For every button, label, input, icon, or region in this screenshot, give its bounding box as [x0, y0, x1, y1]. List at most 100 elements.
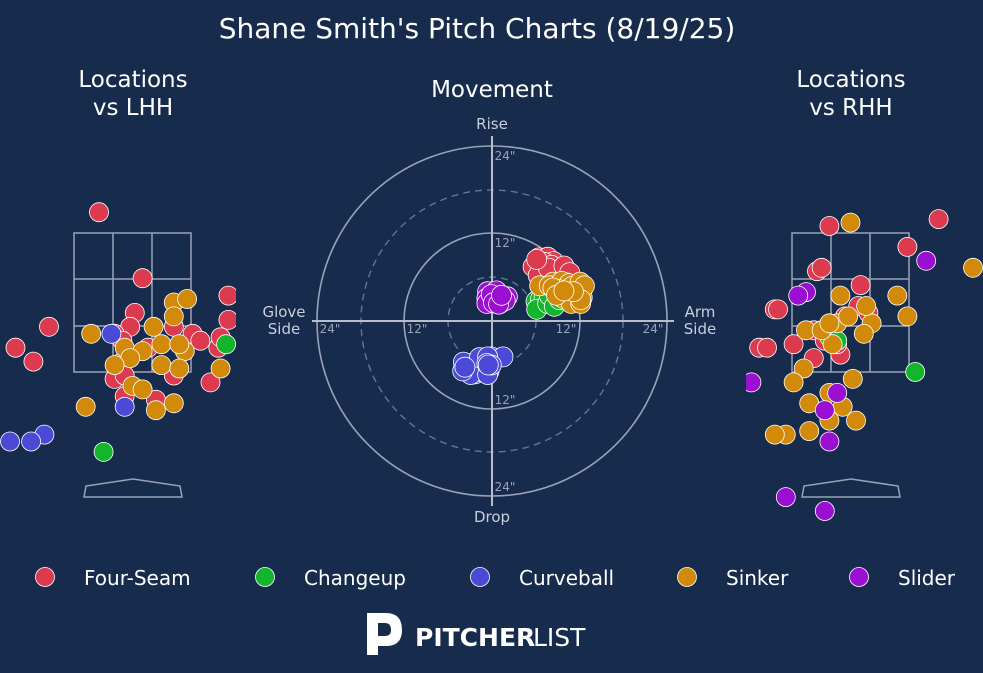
- movement-grid: [312, 136, 674, 506]
- pitch-movement-point: [553, 280, 575, 302]
- pitch-location-point: [169, 358, 190, 379]
- movement-title: Movement: [431, 77, 553, 103]
- ring-label: 12": [556, 322, 577, 336]
- pitch-location-point: [783, 334, 804, 355]
- pitch-location-point: [830, 285, 851, 306]
- pitch-location-point: [693, 425, 712, 444]
- pitch-movement-point: [454, 356, 476, 378]
- rhh-points: [677, 209, 983, 521]
- pitch-location-point: [21, 431, 42, 452]
- ring-label: 12": [495, 393, 516, 407]
- legend-label: Curveball: [519, 566, 614, 590]
- pitch-location-point: [200, 372, 221, 393]
- pitch-location-point: [775, 487, 796, 508]
- pitch-location-point: [814, 501, 835, 521]
- legend-label: Changeup: [304, 566, 406, 590]
- axis-label-glove-2: Side: [268, 320, 300, 338]
- pitch-location-point: [788, 285, 809, 306]
- pitch-location-point: [177, 289, 198, 309]
- ring-label: 24": [320, 322, 341, 336]
- pitch-location-point: [724, 352, 743, 371]
- pitch-location-point: [240, 213, 259, 232]
- lhh-title-line-2: vs LHH: [93, 95, 173, 121]
- pitch-location-point: [842, 368, 863, 389]
- pitch-location-point: [218, 285, 236, 306]
- legend-label: Slider: [898, 566, 956, 590]
- legend-marker: [849, 567, 869, 587]
- pitch-location-point: [856, 296, 876, 316]
- lhh-title-line-1: Locations: [78, 67, 187, 93]
- pitch-location-point: [819, 313, 840, 334]
- rhh-title-line-2: vs RHH: [809, 95, 892, 121]
- pitch-location-point: [163, 393, 184, 414]
- pitch-location-point: [850, 275, 871, 296]
- pitch-location-point: [240, 321, 259, 340]
- pitch-location-point: [263, 265, 282, 284]
- pitch-location-point: [5, 337, 26, 358]
- pitch-location-point: [822, 334, 843, 355]
- pitch-location-point: [285, 168, 304, 187]
- rhh-title-line-1: Locations: [796, 67, 905, 93]
- pitch-location-point: [263, 210, 282, 229]
- pitch-location-point: [132, 379, 153, 400]
- pitch-location-point: [93, 441, 114, 462]
- movement-points: [452, 246, 595, 385]
- pitch-location-point: [151, 334, 172, 355]
- pitch-location-point: [846, 410, 866, 431]
- pitch-location-point: [887, 285, 908, 306]
- legend: Four-Seam Changeup Curveball Sinker Slider: [35, 566, 956, 590]
- axis-label-glove-1: Glove: [262, 303, 305, 321]
- pitch-location-point: [104, 355, 125, 376]
- legend-label: Sinker: [726, 566, 789, 590]
- pitch-location-point: [114, 396, 135, 417]
- pitch-location-point: [190, 330, 211, 351]
- pitch-location-point: [757, 337, 777, 358]
- pitch-movement-point: [491, 284, 512, 306]
- legend-marker: [255, 567, 275, 587]
- pitch-location-point: [783, 372, 804, 393]
- legend-marker: [35, 567, 55, 587]
- ring-label: 24": [495, 149, 516, 163]
- pitch-location-point: [838, 306, 859, 327]
- pitch-location-point: [853, 323, 874, 344]
- pitch-location-point: [145, 400, 166, 421]
- pitch-location-point: [905, 362, 926, 382]
- lhh-points: [0, 168, 304, 462]
- pitch-location-point: [764, 424, 785, 445]
- pitch-location-point: [75, 396, 96, 417]
- pitch-location-point: [240, 369, 259, 388]
- ring-label: 12": [495, 236, 516, 250]
- pitch-location-point: [793, 358, 814, 379]
- pitch-location-point: [746, 372, 762, 393]
- pitch-movement-point: [477, 354, 499, 376]
- pitch-location-point: [81, 323, 102, 344]
- pitch-location-point: [169, 334, 190, 355]
- axis-label-arm-2: Side: [684, 320, 716, 338]
- pitch-location-point: [143, 316, 164, 337]
- legend-marker: [470, 567, 490, 587]
- pitch-movement-point: [526, 248, 548, 270]
- pitch-location-point: [677, 432, 696, 451]
- pitch-location-point: [840, 212, 861, 233]
- pitch-location-point: [811, 257, 832, 278]
- legend-marker: [677, 567, 697, 587]
- pitch-location-point: [799, 421, 820, 442]
- chart-title: Shane Smith's Pitch Charts (8/19/25): [219, 12, 736, 45]
- pitch-location-point: [819, 216, 840, 236]
- ring-label: 24": [643, 322, 664, 336]
- pitch-location-point: [897, 236, 918, 257]
- lhh-home-plate: [83, 478, 183, 498]
- pitch-location-point: [897, 306, 918, 327]
- axis-label-rise: Rise: [476, 115, 508, 133]
- axis-label-arm-1: Arm: [685, 303, 716, 321]
- brand-text-light: LIST: [533, 623, 586, 652]
- pitch-location-point: [39, 316, 59, 337]
- pitch-location-point: [827, 382, 848, 403]
- pitcherlist-logo: PITCHER LIST: [367, 613, 586, 655]
- axis-label-drop: Drop: [474, 508, 510, 526]
- pitch-location-point: [814, 400, 835, 421]
- pitch-location-point: [253, 283, 272, 302]
- pitch-location-point: [916, 250, 937, 271]
- pitch-location-point: [768, 299, 788, 320]
